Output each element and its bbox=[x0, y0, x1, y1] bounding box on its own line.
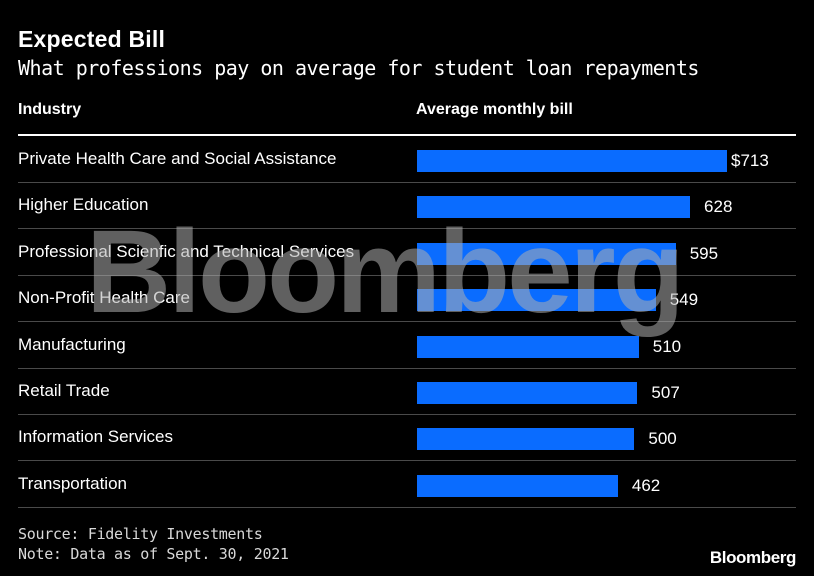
bar bbox=[417, 382, 638, 404]
category-label: Retail Trade bbox=[18, 381, 110, 400]
row-divider bbox=[18, 321, 796, 323]
header-divider bbox=[18, 134, 796, 136]
row-divider bbox=[18, 506, 796, 508]
bar bbox=[417, 474, 618, 497]
bill-column-header: Average monthly bill bbox=[416, 101, 573, 118]
category-label: Higher Education bbox=[18, 195, 149, 215]
bar bbox=[417, 428, 635, 451]
bloomberg-logo: Bloomberg bbox=[709, 548, 797, 567]
source-note: Source: Fidelity Investments Note: Data … bbox=[18, 524, 289, 564]
industry-column-header: Industry bbox=[18, 101, 82, 118]
chart-title: Expected Bill bbox=[18, 26, 166, 52]
bar-row: Manufacturing 510 bbox=[18, 323, 796, 369]
bar bbox=[417, 289, 656, 312]
category-label: Manufacturing bbox=[18, 334, 126, 354]
bar bbox=[417, 242, 676, 265]
bar-value-label: 628 bbox=[704, 197, 733, 217]
bar-value-label: $713 bbox=[731, 151, 769, 170]
note-text: Note: Data as of Sept. 30, 2021 bbox=[18, 545, 289, 563]
bar-value-label: 462 bbox=[631, 475, 661, 495]
category-label: Transportation bbox=[18, 473, 127, 493]
bar bbox=[417, 196, 691, 219]
bar-row: Higher Education 628 bbox=[18, 183, 796, 230]
category-label: Non-Profit Health Care bbox=[18, 288, 190, 308]
bar-row: Transportation 462 bbox=[18, 462, 796, 508]
row-divider bbox=[18, 228, 796, 230]
category-label: Information Services bbox=[18, 427, 173, 447]
bar-row: Professional Scienfic and Technical Serv… bbox=[18, 230, 796, 276]
bar-value-label: 500 bbox=[648, 429, 677, 449]
bar-value-label: 507 bbox=[651, 383, 680, 402]
row-divider bbox=[18, 274, 796, 276]
bar-row: Retail Trade 507 bbox=[18, 369, 796, 415]
bar-row: Information Services 500 bbox=[18, 415, 796, 462]
category-label: Private Health Care and Social Assistanc… bbox=[18, 149, 337, 168]
bar bbox=[417, 335, 639, 358]
bar-value-label: 595 bbox=[689, 243, 719, 263]
bar-row: Private Health Care and Social Assistanc… bbox=[18, 137, 796, 183]
row-divider bbox=[18, 460, 796, 462]
category-label: Professional Scienfic and Technical Serv… bbox=[18, 241, 355, 261]
row-divider bbox=[18, 182, 796, 183]
row-divider bbox=[18, 367, 796, 369]
source-text: Source: Fidelity Investments bbox=[18, 525, 263, 543]
bar-row: Non-Profit Health Care 549 bbox=[18, 276, 796, 323]
chart-subtitle: What professions pay on average for stud… bbox=[18, 56, 699, 80]
bar bbox=[417, 150, 727, 172]
bar-value-label: 549 bbox=[669, 290, 699, 310]
bar-value-label: 510 bbox=[652, 336, 682, 356]
row-divider bbox=[18, 414, 796, 415]
